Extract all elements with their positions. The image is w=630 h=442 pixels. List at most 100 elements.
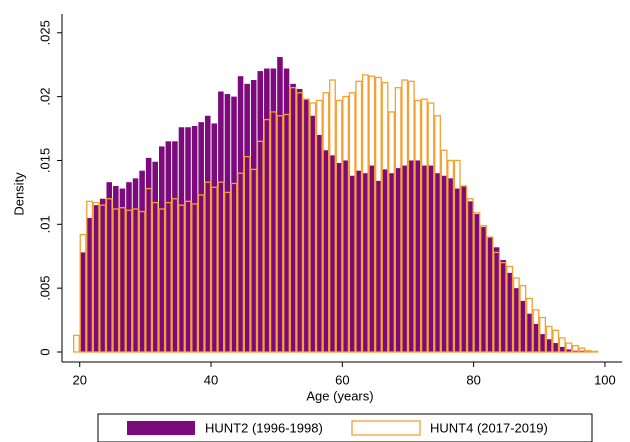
histogram-bar [145, 157, 152, 352]
histogram-bar [466, 198, 474, 353]
histogram-bar [447, 159, 455, 353]
histogram-bar [119, 188, 126, 352]
histogram-bar [388, 173, 395, 352]
histogram-bar [480, 226, 487, 352]
histogram-bar [552, 343, 559, 352]
histogram-bar [493, 251, 501, 353]
histogram-bar [473, 212, 481, 353]
histogram-bar [191, 125, 198, 352]
histogram-bar [545, 325, 553, 353]
histogram-bar [244, 83, 250, 352]
histogram-bar [512, 277, 520, 353]
histogram-bar [329, 155, 336, 352]
histogram-bar [86, 200, 94, 353]
histogram-bar [460, 186, 467, 352]
histogram-bar [348, 92, 356, 353]
histogram-bar [506, 265, 514, 353]
histogram-bar [237, 76, 244, 352]
histogram-bar [526, 297, 533, 353]
histogram-bar [388, 111, 395, 353]
histogram-bar [585, 350, 592, 353]
histogram-bar [256, 140, 264, 353]
histogram-bar [591, 350, 599, 353]
histogram-bar [139, 170, 145, 352]
legend-label: HUNT2 (1996-1998) [205, 420, 323, 435]
histogram-bar [401, 165, 408, 352]
x-tick-label: 60 [335, 372, 349, 387]
histogram-bar [434, 115, 441, 353]
histogram-bar [401, 79, 409, 353]
histogram-bar [264, 68, 270, 353]
histogram-bar [250, 80, 257, 352]
histogram-bar [382, 169, 388, 352]
histogram-bar [342, 95, 350, 353]
histogram-bar [428, 165, 434, 352]
histogram-bar [420, 98, 428, 353]
histogram-bar [217, 181, 225, 353]
histogram-bar [296, 88, 303, 352]
histogram-bar [204, 181, 212, 353]
histogram-bar [243, 155, 251, 353]
histogram-bar [132, 178, 139, 352]
y-axis-label: Density [11, 172, 26, 216]
legend-label: HUNT4 (2017-2019) [430, 420, 548, 435]
histogram-bar [395, 168, 401, 352]
histogram-bar [336, 163, 342, 352]
histogram-bar [362, 173, 369, 352]
histogram-bar [184, 200, 192, 353]
histogram-bar [566, 349, 572, 352]
histogram-bar [263, 118, 271, 353]
histogram-bar [526, 313, 533, 352]
histogram-bar [316, 134, 323, 352]
histogram-bar [415, 160, 421, 352]
histogram-bar [125, 209, 133, 353]
histogram-bar [172, 141, 178, 352]
histogram-bar [289, 87, 297, 353]
histogram-bar [578, 347, 586, 353]
histogram-bar [480, 224, 487, 353]
histogram-bar [499, 261, 507, 353]
x-tick-label: 20 [72, 372, 86, 387]
histogram-bar [185, 127, 191, 352]
histogram-bar [533, 323, 539, 352]
histogram-bar [79, 233, 87, 353]
histogram-bar [99, 204, 107, 353]
x-tick-label: 40 [204, 372, 218, 387]
histogram-bar [467, 201, 474, 352]
histogram-bar [158, 208, 166, 353]
y-tick-label: .02 [37, 88, 52, 106]
histogram-bar [231, 96, 237, 352]
histogram-bar [421, 165, 428, 352]
histogram-bar [86, 217, 93, 352]
histogram-bar [519, 284, 527, 353]
histogram-bar [546, 339, 552, 352]
legend-box [97, 413, 593, 442]
histogram-bar [414, 99, 422, 353]
histogram-bar [532, 309, 540, 353]
histogram-bar [407, 80, 415, 353]
histogram-bar [513, 288, 520, 352]
histogram-bar [191, 203, 199, 353]
histogram-bar [106, 182, 113, 352]
histogram-bar [283, 68, 290, 353]
histogram-bar [145, 187, 153, 353]
histogram-bar [441, 175, 447, 352]
y-tick-label: .015 [37, 148, 52, 173]
histogram-bar [302, 98, 310, 353]
histogram-bar [506, 272, 513, 352]
x-tick-label: 100 [594, 372, 616, 387]
histogram-bar [277, 57, 283, 353]
histogram-bar [250, 168, 258, 353]
histogram-bar [113, 186, 119, 352]
histogram-bar [520, 300, 526, 352]
histogram-bar [559, 346, 566, 352]
histogram-bar [335, 99, 343, 353]
histogram-bar [394, 87, 402, 353]
histogram-bar [132, 208, 139, 353]
y-tick-label: .01 [37, 215, 52, 233]
histogram-bar [92, 201, 100, 353]
histogram-bar [118, 207, 126, 353]
histogram-bar [171, 198, 179, 353]
histogram-bar [283, 113, 290, 353]
